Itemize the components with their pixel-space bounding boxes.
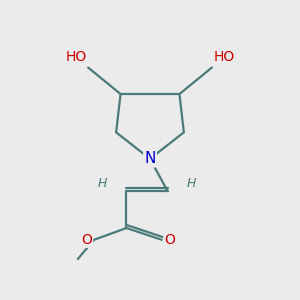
Text: HO: HO: [213, 50, 235, 64]
Text: HO: HO: [65, 50, 87, 64]
Text: O: O: [165, 233, 176, 247]
Text: O: O: [81, 233, 92, 247]
Text: H: H: [187, 177, 196, 190]
Text: N: N: [144, 151, 156, 166]
Text: H: H: [98, 177, 107, 190]
